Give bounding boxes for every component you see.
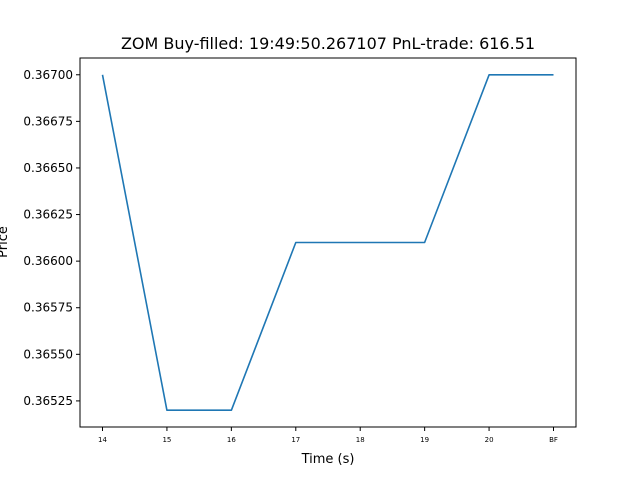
y-tick-label: 0.36525 bbox=[23, 394, 73, 408]
y-tick-label: 0.36675 bbox=[23, 114, 73, 128]
plot-frame bbox=[79, 57, 577, 428]
x-tick-label: BF bbox=[549, 436, 558, 444]
x-tick-label: 19 bbox=[420, 436, 429, 444]
x-tick-label: 16 bbox=[227, 436, 236, 444]
y-tick-label: 0.36625 bbox=[23, 208, 73, 222]
x-tick-label: 20 bbox=[485, 436, 494, 444]
y-tick-label: 0.36575 bbox=[23, 301, 73, 315]
x-axis: 14 15 16 17 18 19 20 BF bbox=[98, 427, 558, 444]
x-tick-label: 15 bbox=[162, 436, 171, 444]
x-tick-label: 14 bbox=[98, 436, 107, 444]
price-line bbox=[101, 74, 554, 411]
y-axis-label: Price bbox=[0, 226, 11, 258]
chart-title: ZOM Buy-filled: 19:49:50.267107 PnL-trad… bbox=[121, 34, 535, 53]
y-axis: 0.36525 0.36550 0.36575 0.36600 0.36625 0.366… bbox=[23, 68, 80, 408]
y-tick-label: 0.36650 bbox=[23, 161, 73, 175]
x-axis-label: Time (s) bbox=[301, 452, 355, 467]
y-tick-label: 0.36550 bbox=[23, 347, 73, 361]
x-tick-label: 17 bbox=[291, 436, 300, 444]
x-tick-label: 18 bbox=[356, 436, 365, 444]
y-tick-label: 0.36700 bbox=[23, 68, 73, 82]
y-tick-label: 0.36600 bbox=[23, 254, 73, 268]
